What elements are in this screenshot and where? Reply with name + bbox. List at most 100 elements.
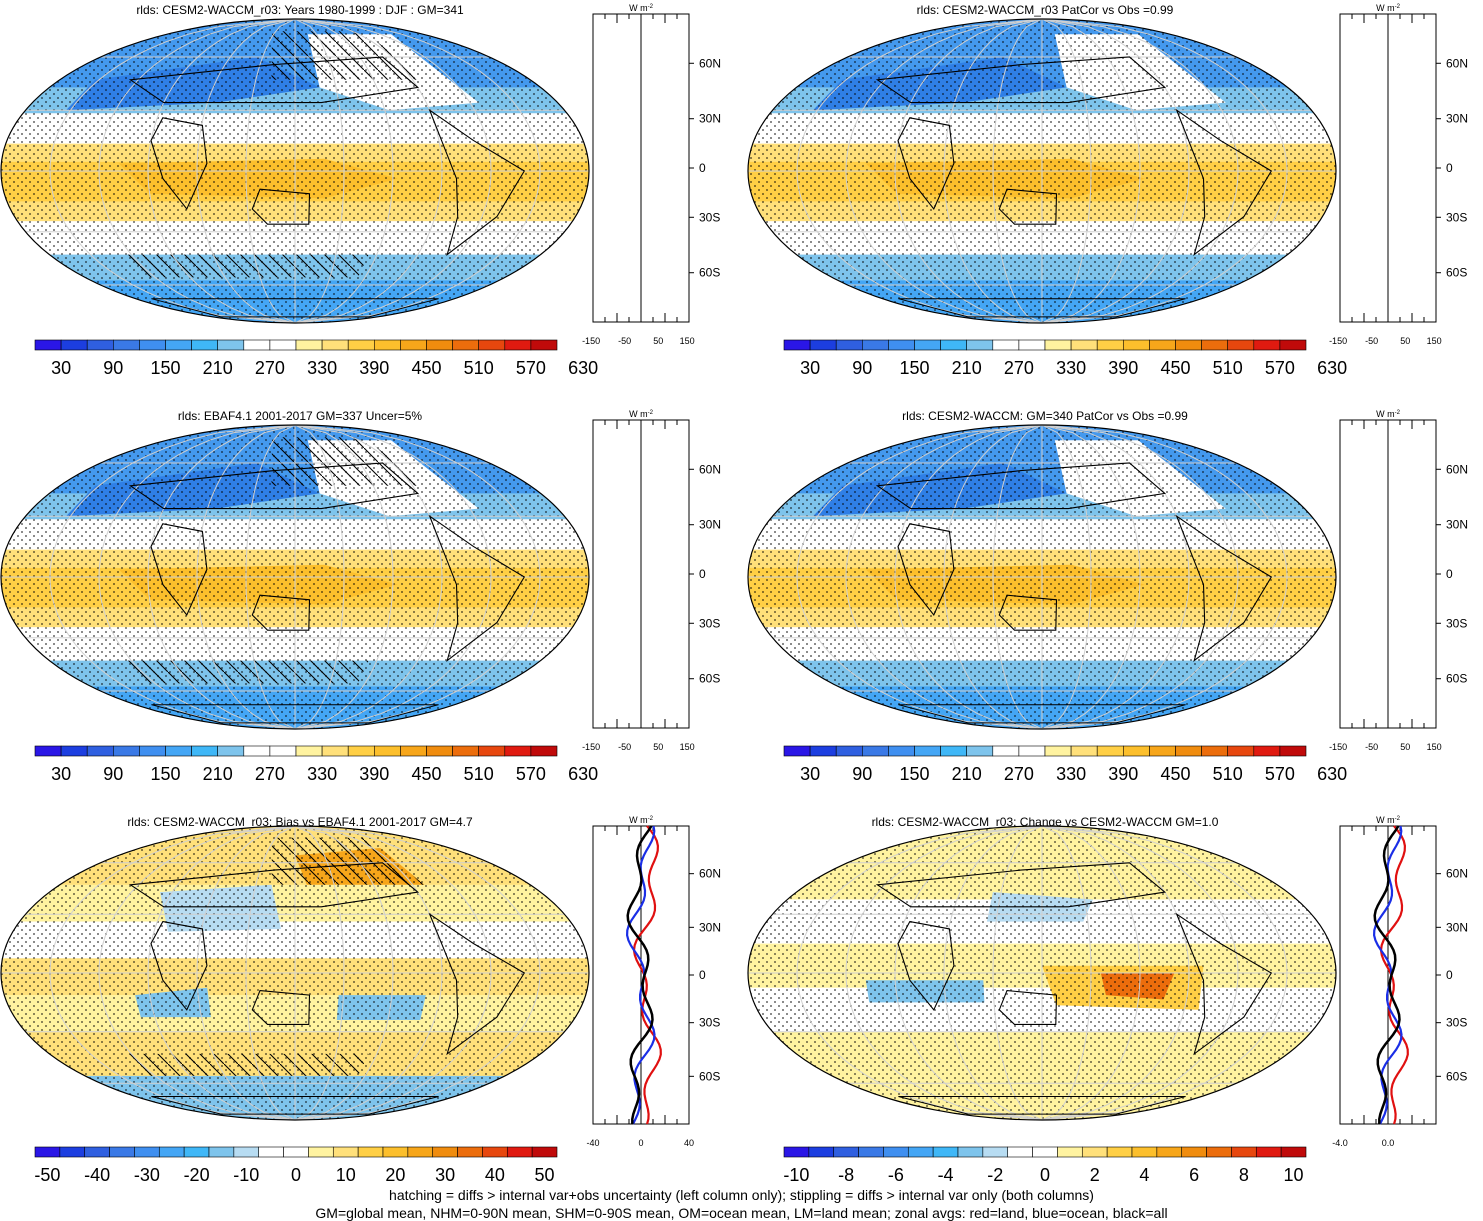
coastline [251, 594, 311, 631]
zonal-unit: W m-2 [629, 815, 653, 825]
zonal-lat-label: 30N [699, 518, 721, 532]
coastline [897, 920, 955, 1011]
colorbar-swatch [34, 339, 62, 351]
colorbar-swatch [191, 339, 219, 351]
colorbar-swatch [1044, 339, 1072, 351]
colorbar-swatch [1070, 745, 1098, 757]
footer-hatching-note: hatching = diffs > internal var+obs unce… [389, 1187, 1094, 1203]
colorbar-label: -40 [84, 1165, 110, 1185]
colorbar-label: 630 [1317, 358, 1347, 378]
map-field [748, 19, 1336, 323]
panel-title: rlds: CESM2-WACCM_r03: Change vs CESM2-W… [871, 815, 1219, 829]
colorbar-swatch [1227, 339, 1255, 351]
colorbar-swatch [1255, 1146, 1282, 1158]
hatching [123, 254, 369, 278]
colorbar-swatch [457, 1146, 483, 1158]
zonal-lat-label: 60S [1446, 672, 1467, 686]
colorbar-label: 150 [150, 358, 180, 378]
colorbar-swatch [191, 745, 219, 757]
colorbar-swatch [862, 339, 889, 351]
colorbar-swatch [1227, 745, 1255, 757]
colorbar-swatch [1175, 745, 1202, 757]
colorbar-label: 90 [103, 358, 123, 378]
colorbar-swatch [1018, 745, 1046, 757]
colorbar-swatch [504, 339, 532, 351]
coastline-antarctica [151, 1096, 439, 1115]
colorbar-swatch [835, 745, 863, 757]
coastline-antarctica [898, 704, 1186, 724]
colorbar-label: 270 [1004, 358, 1034, 378]
panel-row1-left: rlds: CESM2-WACCM_r03: Years 1980-1999 :… [0, 0, 740, 400]
coastline [128, 462, 420, 510]
zonal-x-label: 0 [638, 1138, 643, 1148]
colorbar-label: 30 [435, 1165, 455, 1185]
zonal-lat-label: 60N [699, 867, 721, 881]
zonal-x-label: -40 [586, 1138, 599, 1148]
zonal-lat-label: 60N [1446, 867, 1468, 881]
map-panel-5: -50 -40 -30 -20 -10 0 10 20 30 40 50 W m-2 60N 30N 0 30… [0, 815, 721, 1185]
colorbar-swatch [407, 1146, 434, 1158]
colorbar-swatch [158, 1146, 185, 1158]
map-panel-3: 30 90 150 210 270 330 390 450 510 570 630 W m-2 60N 3… [0, 409, 721, 784]
zonal-lat-label: 60N [699, 56, 721, 70]
zonal-x-label: 0.0 [1382, 1138, 1395, 1148]
colorbar-swatch [1131, 1146, 1158, 1158]
colorbar-swatch [183, 1146, 210, 1158]
panel-row2-left: rlds: EBAF4.1 2001-2017 GM=337 Uncer=5% … [0, 406, 740, 806]
zonal-line [1373, 825, 1401, 1124]
colorbar-label: 510 [1213, 358, 1243, 378]
zonal-lat-label: 30N [699, 920, 721, 934]
colorbar-swatch [269, 339, 297, 351]
colorbar-swatch [982, 1146, 1009, 1158]
colorbar-swatch [373, 339, 401, 351]
coastline [251, 990, 311, 1025]
colorbar-label: 450 [1160, 358, 1190, 378]
coastline [998, 594, 1058, 631]
coastline [128, 862, 420, 908]
zonal-lat-label: 30N [1446, 112, 1468, 126]
colorbar-swatch [452, 339, 480, 351]
zonal-lat-label: 60S [1446, 1069, 1467, 1083]
panel-title: rlds: CESM2-WACCM: GM=340 PatCor vs Obs … [902, 409, 1188, 423]
coastline [150, 117, 208, 211]
zonal-x-label: -4.0 [1332, 1138, 1348, 1148]
colorbar-swatch [1018, 339, 1046, 351]
colorbar-swatch [482, 1146, 508, 1158]
colorbar-label: 270 [255, 764, 285, 784]
colorbar-label: 40 [485, 1165, 505, 1185]
colorbar-swatch [217, 745, 245, 757]
colorbar-swatch [1156, 1146, 1183, 1158]
colorbar-swatch [165, 745, 192, 757]
colorbar-label: 330 [1056, 358, 1086, 378]
map-panel-4: 30 90 150 210 270 330 390 450 510 570 630 W m-2 60N 3… [747, 409, 1468, 784]
colorbar-swatch [957, 1146, 984, 1158]
colorbar-swatch [283, 1146, 309, 1158]
colorbar-label: 210 [203, 358, 233, 378]
colorbar-swatch [907, 1146, 934, 1158]
zonal-lat-label: 30S [1446, 616, 1467, 630]
zonal-x-label: -150 [1329, 336, 1347, 346]
map-border [747, 18, 1337, 324]
colorbar-label: 0 [1040, 1165, 1050, 1185]
colorbar-swatch [426, 745, 453, 757]
colorbar-swatch [809, 745, 837, 757]
coastline [998, 188, 1058, 225]
coastline-antarctica [151, 704, 439, 724]
zonal-unit: W m-2 [629, 409, 653, 419]
colorbar-label: 270 [1004, 764, 1034, 784]
colorbar-swatch [1032, 1146, 1058, 1158]
colorbar-swatch [1070, 339, 1098, 351]
hatching [123, 1053, 369, 1076]
colorbar-swatch [347, 339, 375, 351]
colorbar-swatch [134, 1146, 160, 1158]
colorbar-swatch [783, 339, 811, 351]
zonal-lat-label: 60N [699, 462, 721, 476]
hatching [271, 437, 425, 486]
zonal-lat-label: 30S [1446, 1016, 1467, 1030]
colorbar-label: 0 [291, 1165, 301, 1185]
colorbar-label: 570 [516, 764, 546, 784]
colorbar-swatch [1122, 339, 1150, 351]
colorbar-swatch [1279, 745, 1307, 757]
colorbar-swatch [783, 745, 811, 757]
colorbar-swatch [783, 1146, 810, 1158]
